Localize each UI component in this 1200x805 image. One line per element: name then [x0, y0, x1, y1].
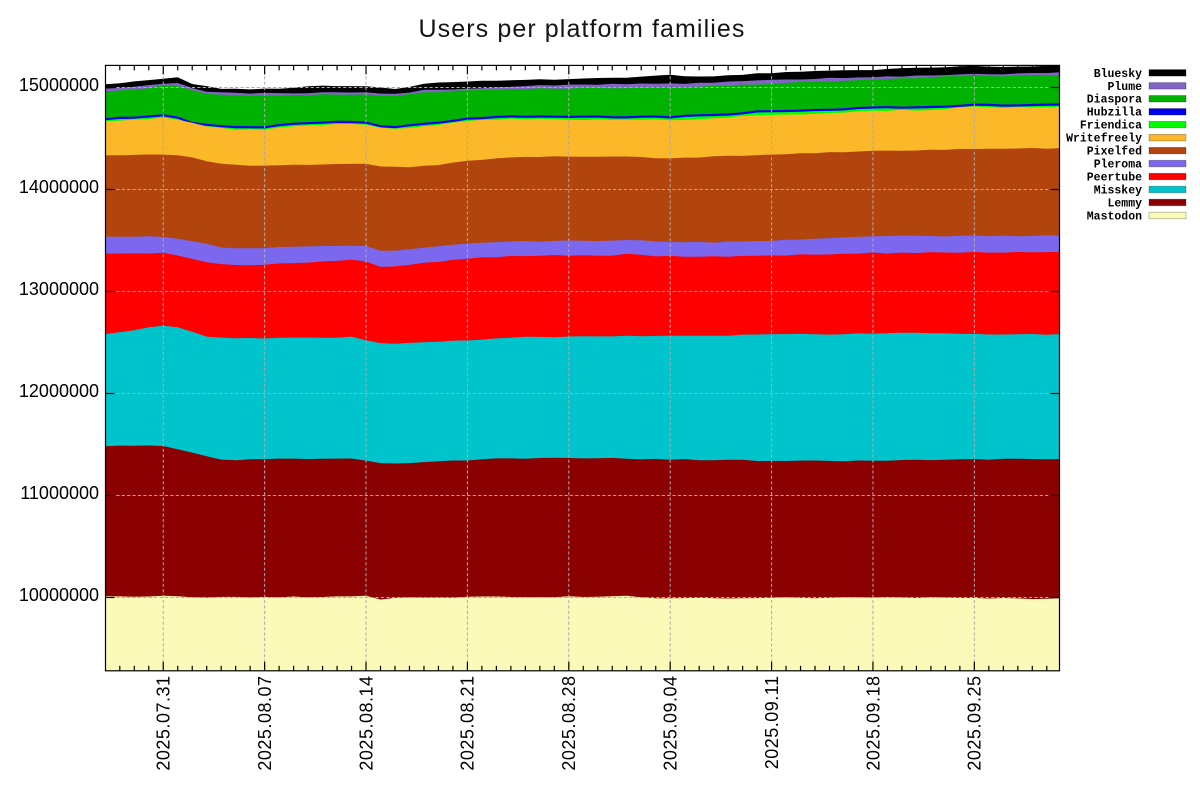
svg-text:Misskey: Misskey	[1094, 184, 1142, 197]
svg-text:2025.09.11: 2025.09.11	[762, 676, 782, 770]
svg-text:Bluesky: Bluesky	[1094, 68, 1142, 81]
svg-text:2025.09.18: 2025.09.18	[863, 676, 883, 771]
svg-text:2025.08.14: 2025.08.14	[356, 676, 376, 771]
svg-text:Peertube: Peertube	[1087, 172, 1142, 185]
svg-text:2025.08.28: 2025.08.28	[559, 676, 579, 771]
svg-text:Users per platform families: Users per platform families	[418, 15, 745, 43]
svg-text:Plume: Plume	[1107, 81, 1142, 94]
svg-text:2025.08.21: 2025.08.21	[458, 676, 478, 771]
svg-text:Pleroma: Pleroma	[1094, 159, 1142, 172]
svg-text:Writefreely: Writefreely	[1066, 133, 1142, 146]
svg-text:13000000: 13000000	[19, 279, 99, 299]
svg-text:2025.09.25: 2025.09.25	[965, 676, 985, 771]
svg-text:15000000: 15000000	[19, 75, 99, 95]
svg-text:12000000: 12000000	[19, 381, 99, 401]
svg-text:14000000: 14000000	[19, 177, 99, 197]
svg-text:Lemmy: Lemmy	[1107, 197, 1142, 210]
svg-text:2025.07.31: 2025.07.31	[153, 676, 173, 771]
svg-text:2025.09.04: 2025.09.04	[661, 676, 681, 771]
svg-text:Friendica: Friendica	[1080, 120, 1142, 133]
svg-text:Pixelfed: Pixelfed	[1087, 146, 1142, 159]
svg-text:10000000: 10000000	[19, 585, 99, 605]
svg-text:11000000: 11000000	[20, 483, 99, 503]
svg-text:Hubzilla: Hubzilla	[1087, 107, 1142, 120]
svg-text:Mastodon: Mastodon	[1087, 210, 1142, 223]
svg-text:Diaspora: Diaspora	[1087, 94, 1142, 107]
svg-text:2025.08.07: 2025.08.07	[255, 676, 275, 771]
